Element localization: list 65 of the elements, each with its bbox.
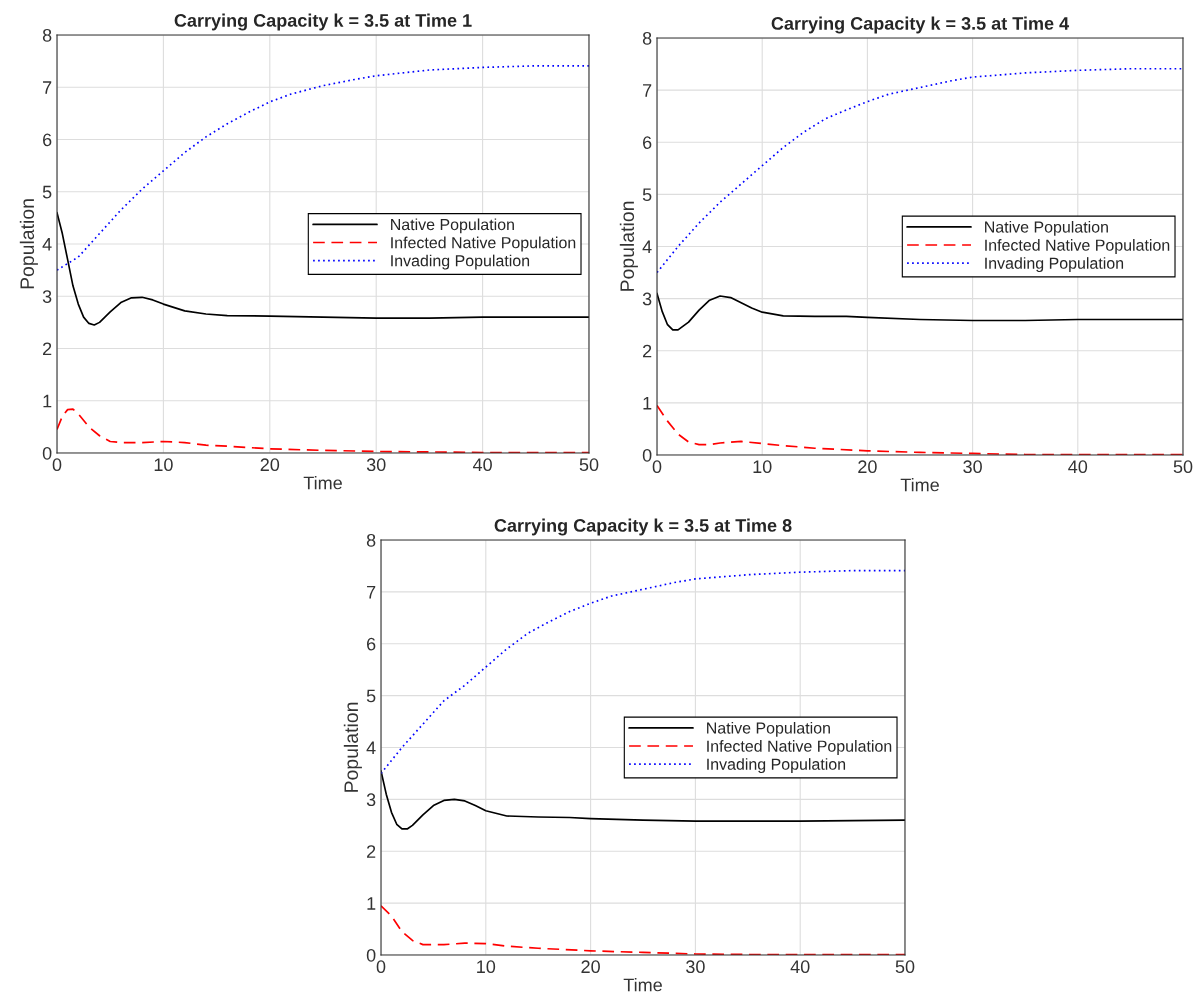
legend-label: Invading Population (391, 254, 530, 270)
y-tick-label: 4 (42, 238, 52, 251)
y-tick-label: 5 (642, 188, 652, 202)
y-tick-label: 3 (42, 290, 52, 303)
y-tick-label: 6 (43, 133, 52, 147)
x-tick-label: 50 (579, 458, 599, 472)
x-axis-title: Time (303, 476, 342, 490)
x-tick-label: 10 (154, 458, 173, 472)
y-axis-title: Population (19, 199, 38, 289)
line-series (57, 64, 589, 271)
y-axis-title: Population (619, 201, 638, 291)
y-tick-label: 1 (367, 897, 376, 910)
x-tick-label: 0 (652, 460, 662, 474)
x-tick-label: 0 (376, 960, 386, 974)
y-tick-label: 1 (43, 394, 52, 408)
y-tick-label: 7 (367, 586, 376, 599)
x-tick-label: 20 (260, 458, 280, 472)
chart-title: Carrying Capacity k = 3.5 at Time 4 (771, 16, 1070, 34)
line-series (657, 292, 1183, 331)
y-tick-label: 2 (367, 845, 376, 858)
y-tick-label: 8 (366, 533, 376, 547)
x-axis-title: Time (900, 478, 939, 492)
legend-label: Native Population (391, 218, 514, 234)
x-tick-label: 30 (686, 960, 705, 974)
x-tick-label: 10 (753, 460, 772, 474)
x-tick-label: 40 (1068, 460, 1088, 474)
y-tick-label: 0 (42, 446, 52, 460)
y-tick-label: 2 (643, 344, 652, 358)
chart-title: Carrying Capacity k = 3.5 at Time 8 (494, 518, 792, 536)
x-tick-label: 20 (858, 460, 877, 474)
x-tick-label: 10 (477, 960, 496, 974)
legend-label: Infected Native Population (707, 740, 892, 755)
y-tick-label: 7 (643, 84, 652, 97)
y-tick-label: 8 (642, 31, 652, 45)
y-tick-label: 3 (366, 793, 376, 807)
chart-title: Carrying Capacity k = 3.5 at Time 1 (174, 13, 472, 31)
legend-label: Infected Native Population (391, 236, 576, 252)
legend-label: Invading Population (707, 758, 846, 774)
y-tick-label: 6 (367, 637, 376, 651)
y-tick-label: 0 (366, 948, 376, 962)
y-tick-label: 1 (643, 397, 652, 410)
y-tick-label: 0 (642, 448, 652, 462)
legend-label: Invading Population (985, 257, 1124, 273)
y-tick-label: 5 (366, 689, 376, 703)
y-tick-label: 6 (643, 136, 652, 149)
y-tick-label: 4 (366, 741, 376, 755)
x-tick-label: 30 (963, 460, 982, 474)
legend-label: Infected Native Population (985, 239, 1170, 254)
x-tick-label: 0 (52, 458, 62, 472)
y-tick-label: 8 (42, 28, 52, 42)
x-tick-label: 50 (895, 960, 915, 974)
legend-label: Native Population (707, 721, 830, 737)
y-tick-label: 4 (642, 240, 652, 254)
y-tick-label: 5 (42, 185, 52, 199)
y-tick-label: 3 (642, 292, 652, 306)
x-tick-label: 50 (1173, 460, 1193, 474)
x-tick-label: 40 (472, 458, 492, 472)
x-tick-label: 40 (790, 960, 810, 974)
legend-label: Native Population (985, 220, 1108, 236)
y-tick-label: 7 (43, 81, 52, 94)
x-axis-title: Time (623, 978, 662, 992)
y-tick-label: 2 (43, 342, 52, 356)
x-tick-label: 20 (581, 960, 600, 974)
x-tick-label: 30 (366, 458, 386, 472)
y-axis-title: Population (343, 702, 362, 792)
